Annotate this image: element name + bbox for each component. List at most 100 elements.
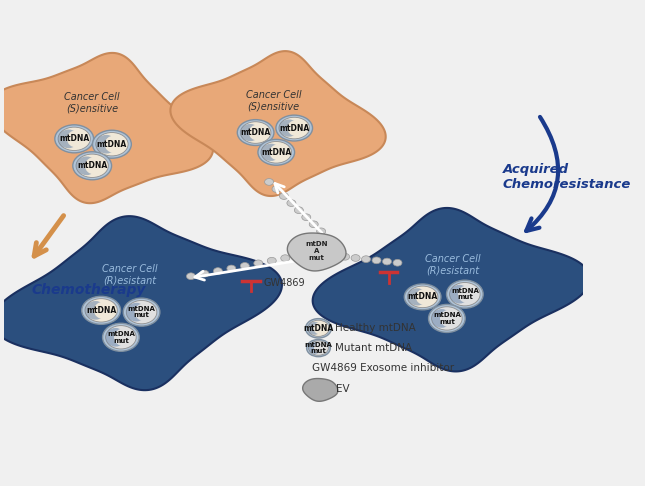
Ellipse shape <box>135 303 153 321</box>
Ellipse shape <box>276 115 313 141</box>
Ellipse shape <box>58 129 79 148</box>
Ellipse shape <box>264 178 273 185</box>
Text: mtDNA: mtDNA <box>97 139 127 149</box>
Ellipse shape <box>306 319 332 338</box>
Ellipse shape <box>249 124 267 140</box>
Text: mtDNA: mtDNA <box>261 148 292 157</box>
Ellipse shape <box>362 256 370 262</box>
Text: mtDNA: mtDNA <box>279 123 310 133</box>
Ellipse shape <box>372 257 381 264</box>
Ellipse shape <box>67 130 86 148</box>
Text: mtDNA: mtDNA <box>303 324 333 333</box>
Ellipse shape <box>294 207 303 213</box>
Ellipse shape <box>408 288 427 306</box>
Text: Cancer Cell
(R)esistant: Cancer Cell (R)esistant <box>102 263 157 285</box>
Text: Chemotherapy: Chemotherapy <box>31 283 146 296</box>
Ellipse shape <box>213 268 223 275</box>
Ellipse shape <box>408 286 438 308</box>
Ellipse shape <box>126 303 146 321</box>
Ellipse shape <box>330 252 339 259</box>
Text: Cancer Cell
(S)ensitive: Cancer Cell (S)ensitive <box>64 92 120 114</box>
Ellipse shape <box>450 282 480 306</box>
Ellipse shape <box>308 342 321 354</box>
Ellipse shape <box>317 228 326 235</box>
Text: mtDNA: mtDNA <box>77 161 107 170</box>
Ellipse shape <box>351 255 360 261</box>
Ellipse shape <box>267 258 276 264</box>
Ellipse shape <box>241 122 271 143</box>
Ellipse shape <box>450 285 470 304</box>
Ellipse shape <box>85 299 117 322</box>
Ellipse shape <box>200 270 209 277</box>
Ellipse shape <box>103 323 139 351</box>
Text: Acquired
Chemoresistance: Acquired Chemoresistance <box>502 163 631 191</box>
Ellipse shape <box>432 307 462 330</box>
Ellipse shape <box>123 298 160 326</box>
Ellipse shape <box>382 258 392 265</box>
Ellipse shape <box>95 133 128 156</box>
Ellipse shape <box>302 214 311 221</box>
Ellipse shape <box>104 136 124 153</box>
Polygon shape <box>313 208 590 371</box>
Ellipse shape <box>76 156 97 175</box>
Ellipse shape <box>241 262 250 269</box>
Ellipse shape <box>440 310 459 327</box>
Ellipse shape <box>446 280 483 308</box>
Ellipse shape <box>73 152 112 180</box>
Text: Cancer Cell
(R)esistant: Cancer Cell (R)esistant <box>425 254 481 276</box>
Ellipse shape <box>288 120 306 136</box>
Ellipse shape <box>308 320 329 336</box>
Polygon shape <box>0 216 282 390</box>
Text: GW4869: GW4869 <box>264 278 305 288</box>
Text: Cancer Cell
(S)ensitive: Cancer Cell (S)ensitive <box>246 90 301 112</box>
Text: EV: EV <box>337 384 350 394</box>
Ellipse shape <box>313 322 326 334</box>
Ellipse shape <box>95 135 117 154</box>
Ellipse shape <box>272 186 281 192</box>
Ellipse shape <box>254 260 263 267</box>
Ellipse shape <box>227 265 236 272</box>
Ellipse shape <box>237 120 274 145</box>
Ellipse shape <box>114 329 132 346</box>
Text: mtDNA
mut: mtDNA mut <box>128 306 155 318</box>
Ellipse shape <box>341 253 350 260</box>
Text: mtDNA: mtDNA <box>86 306 116 315</box>
Text: mtDNA: mtDNA <box>59 134 90 143</box>
Ellipse shape <box>270 144 288 160</box>
Ellipse shape <box>76 154 108 177</box>
Ellipse shape <box>85 301 106 320</box>
Ellipse shape <box>294 252 303 259</box>
Ellipse shape <box>126 300 157 324</box>
Ellipse shape <box>186 273 195 279</box>
Text: mtDNA
mut: mtDNA mut <box>304 342 332 354</box>
Ellipse shape <box>261 144 281 161</box>
Ellipse shape <box>281 255 290 261</box>
Ellipse shape <box>308 341 328 355</box>
Ellipse shape <box>85 157 104 174</box>
Polygon shape <box>303 379 338 401</box>
Ellipse shape <box>416 289 434 305</box>
Ellipse shape <box>458 285 476 303</box>
Ellipse shape <box>308 322 322 335</box>
Ellipse shape <box>106 328 126 347</box>
Ellipse shape <box>258 139 295 165</box>
Ellipse shape <box>309 221 318 227</box>
Text: mtDNA: mtDNA <box>408 293 438 301</box>
Ellipse shape <box>404 284 441 310</box>
Text: Mutant mtDNA: Mutant mtDNA <box>335 343 412 353</box>
Text: mtDNA
mut: mtDNA mut <box>451 288 479 300</box>
Ellipse shape <box>314 343 326 353</box>
Text: mtDNA: mtDNA <box>241 128 271 137</box>
Text: mtDNA
mut: mtDNA mut <box>107 331 135 344</box>
Text: GW4869 Exosome inhibitor: GW4869 Exosome inhibitor <box>312 363 454 373</box>
Ellipse shape <box>55 125 94 153</box>
Ellipse shape <box>279 117 310 139</box>
Ellipse shape <box>432 309 452 328</box>
Ellipse shape <box>287 200 296 207</box>
Ellipse shape <box>92 130 132 158</box>
Text: mtDN
A
mut: mtDN A mut <box>306 241 328 261</box>
Ellipse shape <box>58 127 90 151</box>
Ellipse shape <box>94 302 114 319</box>
Polygon shape <box>170 51 386 196</box>
Ellipse shape <box>241 124 260 141</box>
